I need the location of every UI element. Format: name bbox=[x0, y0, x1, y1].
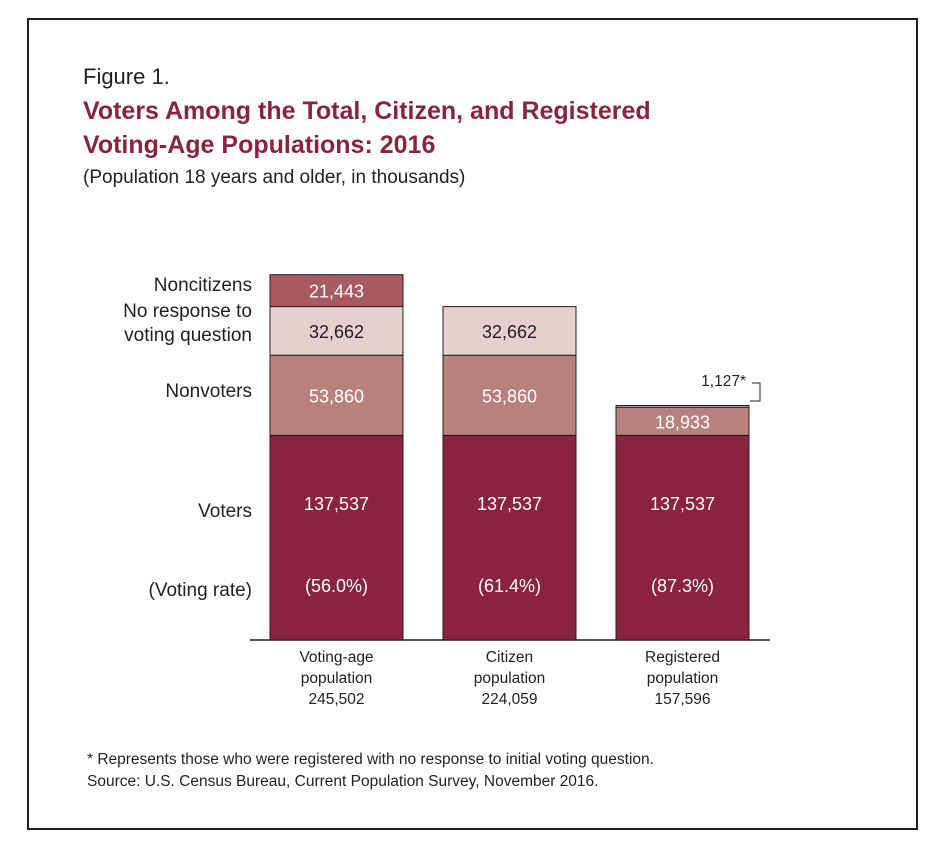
value-label-voters-1: 137,537 bbox=[477, 494, 542, 514]
value-label-voters-0: 137,537 bbox=[304, 494, 369, 514]
row-label-voters: Voters bbox=[198, 501, 252, 522]
category-label-1-0: Citizen bbox=[486, 649, 533, 666]
bar-segment-voters-0 bbox=[269, 434, 404, 641]
value-label-nonvoters-1: 53,860 bbox=[482, 386, 537, 406]
value-label-no-response-2: 1,127* bbox=[701, 373, 746, 390]
bar-segment-nonvoters-1 bbox=[442, 354, 577, 436]
row-label-no-response-1: No response to bbox=[123, 301, 252, 322]
value-label-nonvoters-0: 53,860 bbox=[309, 386, 364, 406]
value-label-nonvoters-2: 18,933 bbox=[655, 412, 710, 432]
bar-segment-nonvoters-2 bbox=[615, 406, 750, 436]
voting-rate-label-2: (87.3%) bbox=[651, 576, 714, 596]
figure-label: Figure 1. bbox=[83, 64, 170, 89]
voting-rate-label-1: (61.4%) bbox=[478, 576, 541, 596]
footnote-block: * Represents those who were registered w… bbox=[87, 749, 654, 793]
value-label-noncitizens-0: 21,443 bbox=[309, 282, 364, 302]
value-label-voters-2: 137,537 bbox=[650, 494, 715, 514]
figure-frame bbox=[27, 18, 918, 830]
bar-segment-no-response-to-voting-question-1 bbox=[442, 306, 577, 356]
category-label-2-2: 157,596 bbox=[654, 691, 710, 708]
row-label-nonvoters: Nonvoters bbox=[165, 381, 252, 402]
footnote-text: * Represents those who were registered w… bbox=[87, 751, 654, 768]
category-label-2-1: population bbox=[647, 670, 719, 687]
bar-segment-no-response-to-voting-question-2 bbox=[615, 404, 750, 408]
category-label-2-0: Registered bbox=[645, 649, 720, 666]
row-label-noncitizens: Noncitizens bbox=[154, 275, 252, 296]
callout-bracket bbox=[750, 382, 761, 402]
bar-segment-nonvoters-0 bbox=[269, 354, 404, 436]
value-label-no-response-1: 32,662 bbox=[482, 322, 537, 342]
chart-subtitle: (Population 18 years and older, in thous… bbox=[83, 167, 466, 188]
bar-segment-voters-1 bbox=[442, 434, 577, 641]
chart-title-line-2: Voting-Age Populations: 2016 bbox=[83, 131, 436, 159]
bar-segment-no-response-to-voting-question-0 bbox=[269, 306, 404, 356]
category-label-0-0: Voting-age bbox=[299, 649, 373, 666]
bar-segment-voters-2 bbox=[615, 434, 750, 641]
chart-title: Voters Among the Total, Citizen, and Reg… bbox=[83, 94, 651, 162]
voting-rate-label-0: (56.0%) bbox=[305, 576, 368, 596]
source-text: Source: U.S. Census Bureau, Current Popu… bbox=[87, 773, 599, 790]
value-label-no-response-0: 32,662 bbox=[309, 322, 364, 342]
row-label-voting-rate: (Voting rate) bbox=[149, 580, 253, 601]
row-label-no-response-2: voting question bbox=[124, 325, 252, 346]
category-label-1-1: population bbox=[474, 670, 546, 687]
category-label-1-2: 224,059 bbox=[481, 691, 537, 708]
chart-title-line-1: Voters Among the Total, Citizen, and Reg… bbox=[83, 97, 651, 125]
bar-segment-noncitizens-0 bbox=[269, 274, 404, 308]
category-label-0-2: 245,502 bbox=[308, 691, 364, 708]
category-label-0-1: population bbox=[301, 670, 373, 687]
